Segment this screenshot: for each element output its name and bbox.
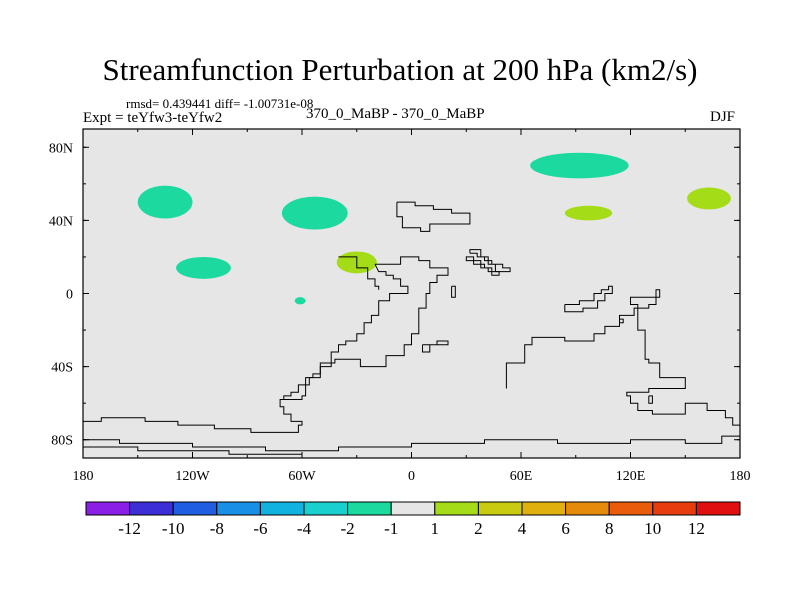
anomaly-siberia-negative: [530, 152, 629, 179]
colorbar-label: -2: [341, 519, 355, 538]
colorbar-swatch: [390, 501, 436, 516]
chart-title: Streamfunction Perturbation at 200 hPa (…: [102, 52, 698, 87]
coastline-segment: [505, 289, 740, 426]
y-tick-label: 80S: [51, 434, 73, 449]
colorbar-swatch: [434, 501, 479, 516]
colorbar-label: -12: [118, 519, 141, 538]
colorbar-label: 12: [688, 519, 705, 538]
x-tick-label: 60W: [288, 469, 316, 484]
coastline-segment: [338, 256, 380, 290]
colorbar-label: 1: [431, 519, 440, 538]
colorbar-swatch: [216, 501, 261, 516]
colorbar-swatch: [565, 501, 610, 516]
y-tick-label: 40N: [49, 214, 73, 229]
colorbar-swatch: [129, 501, 174, 516]
coastline-segment: [451, 285, 456, 298]
x-tick-label: 180: [73, 469, 94, 484]
y-tick-label: 40S: [51, 361, 73, 376]
colorbar-swatch: [172, 501, 218, 516]
y-tick-label: 0: [66, 288, 73, 303]
experiment-subtitle: Expt = teYfw3-teYfw2: [83, 110, 223, 126]
anomaly-asia-positive: [564, 205, 613, 221]
anomaly-nw-pacific-negative: [137, 185, 193, 219]
anomaly-layer: [137, 152, 731, 305]
anomaly-n-america-negative: [281, 196, 348, 230]
colorbar-swatch: [347, 501, 392, 516]
colorbar-label: 10: [644, 519, 661, 538]
colorbar-label: 8: [605, 519, 614, 538]
colorbar: -12 -10 -8 -6 -4 -2 -1 1 2 4 6 8 10 12: [85, 501, 741, 538]
colorbar-swatch: [85, 501, 131, 516]
colorbar-swatch: [477, 501, 523, 516]
coastline-segment: [564, 285, 613, 313]
colorbar-swatch: [652, 501, 697, 516]
x-tick-label: 60E: [510, 469, 533, 484]
stats-subtitle: rmsd= 0.439441 diff= -1.00731e-08: [126, 96, 314, 111]
colorbar-label: -1: [384, 519, 398, 538]
colorbar-label: -8: [210, 519, 224, 538]
case-subtitle: 370_0_MaBP - 370_0_MaBP: [306, 106, 485, 122]
x-tick-label: 120W: [175, 469, 210, 484]
anomaly-e-pacific-negative: [176, 256, 231, 279]
colorbar-label: 2: [474, 519, 483, 538]
x-tick-label: 120E: [616, 469, 646, 484]
season-label: DJF: [710, 109, 736, 125]
axis-ticks: 180 120W 60W 0 60E 120E 180 80N 40N 0 40S 80S: [49, 129, 751, 484]
coastline-segment: [422, 340, 449, 353]
coastline-segment: [396, 201, 471, 232]
coastline-segment: [469, 249, 511, 273]
colorbar-swatch: [259, 501, 305, 516]
colorbar-label: 4: [518, 519, 527, 538]
x-tick-label: 0: [408, 469, 415, 484]
coastline-segment: [648, 395, 653, 404]
colorbar-swatch: [521, 501, 567, 516]
plot-background: [83, 129, 740, 458]
anomaly-nw-pacific-positive: [687, 187, 731, 210]
colorbar-label: -4: [297, 519, 312, 538]
x-tick-label: 180: [730, 469, 751, 484]
colorbar-label: -6: [253, 519, 267, 538]
colorbar-swatch: [695, 501, 741, 516]
coastline-layer: [83, 201, 740, 458]
colorbar-label: -10: [162, 519, 185, 538]
colorbar-label: 6: [561, 519, 570, 538]
anomaly-equatorial-negative: [294, 297, 306, 305]
coastline-segment: [83, 435, 740, 452]
colorbar-swatch: [303, 501, 349, 516]
coastline-segment: [619, 318, 624, 324]
coastline-segment: [280, 264, 409, 400]
colorbar-swatch: [608, 501, 654, 516]
coastline-segment: [465, 256, 500, 276]
y-tick-label: 80N: [49, 141, 73, 156]
